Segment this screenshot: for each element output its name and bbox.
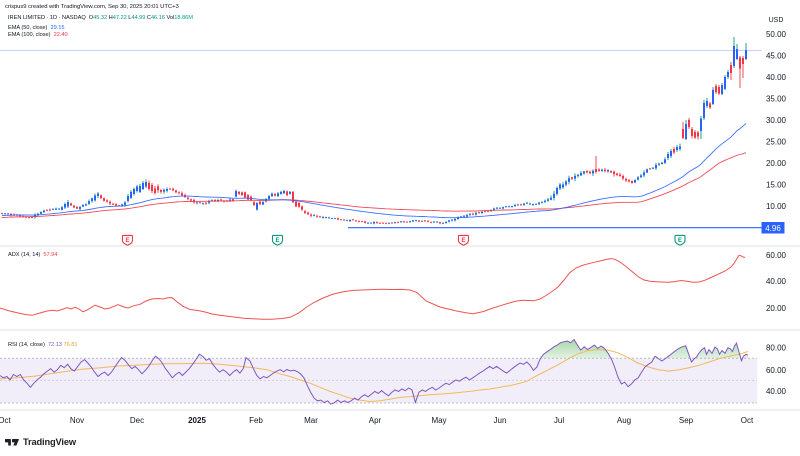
svg-text:80.00: 80.00 [766, 343, 787, 352]
svg-text:Dec: Dec [130, 416, 144, 425]
svg-text:4.96: 4.96 [765, 224, 781, 233]
svg-text:40.00: 40.00 [766, 277, 787, 286]
svg-text:E: E [678, 238, 682, 244]
svg-text:E: E [125, 238, 129, 244]
svg-text:60.00: 60.00 [766, 366, 787, 375]
svg-text:Feb: Feb [249, 416, 263, 425]
svg-text:USD: USD [769, 17, 784, 24]
svg-text:May: May [431, 416, 446, 425]
svg-text:Sep: Sep [679, 416, 694, 425]
svg-text:Oct: Oct [0, 416, 11, 425]
svg-text:50.00: 50.00 [766, 30, 787, 39]
svg-text:Nov: Nov [70, 416, 84, 425]
svg-text:Jun: Jun [494, 416, 507, 425]
svg-text:E: E [461, 238, 465, 244]
svg-text:20.00: 20.00 [766, 304, 787, 313]
svg-text:10.00: 10.00 [766, 202, 787, 211]
svg-text:15.00: 15.00 [766, 180, 787, 189]
svg-text:40.00: 40.00 [766, 73, 787, 82]
svg-text:E: E [275, 238, 279, 244]
svg-text:Aug: Aug [617, 416, 631, 425]
svg-text:Jul: Jul [554, 416, 564, 425]
svg-text:40.00: 40.00 [766, 387, 787, 396]
svg-text:60.00: 60.00 [766, 251, 787, 260]
svg-text:30.00: 30.00 [766, 116, 787, 125]
svg-text:25.00: 25.00 [766, 137, 787, 146]
svg-text:2025: 2025 [188, 416, 206, 425]
svg-text:Mar: Mar [304, 416, 318, 425]
svg-text:35.00: 35.00 [766, 94, 787, 103]
svg-text:45.00: 45.00 [766, 51, 787, 60]
svg-text:Apr: Apr [369, 416, 382, 425]
svg-text:Oct: Oct [741, 416, 754, 425]
svg-text:20.00: 20.00 [766, 159, 787, 168]
